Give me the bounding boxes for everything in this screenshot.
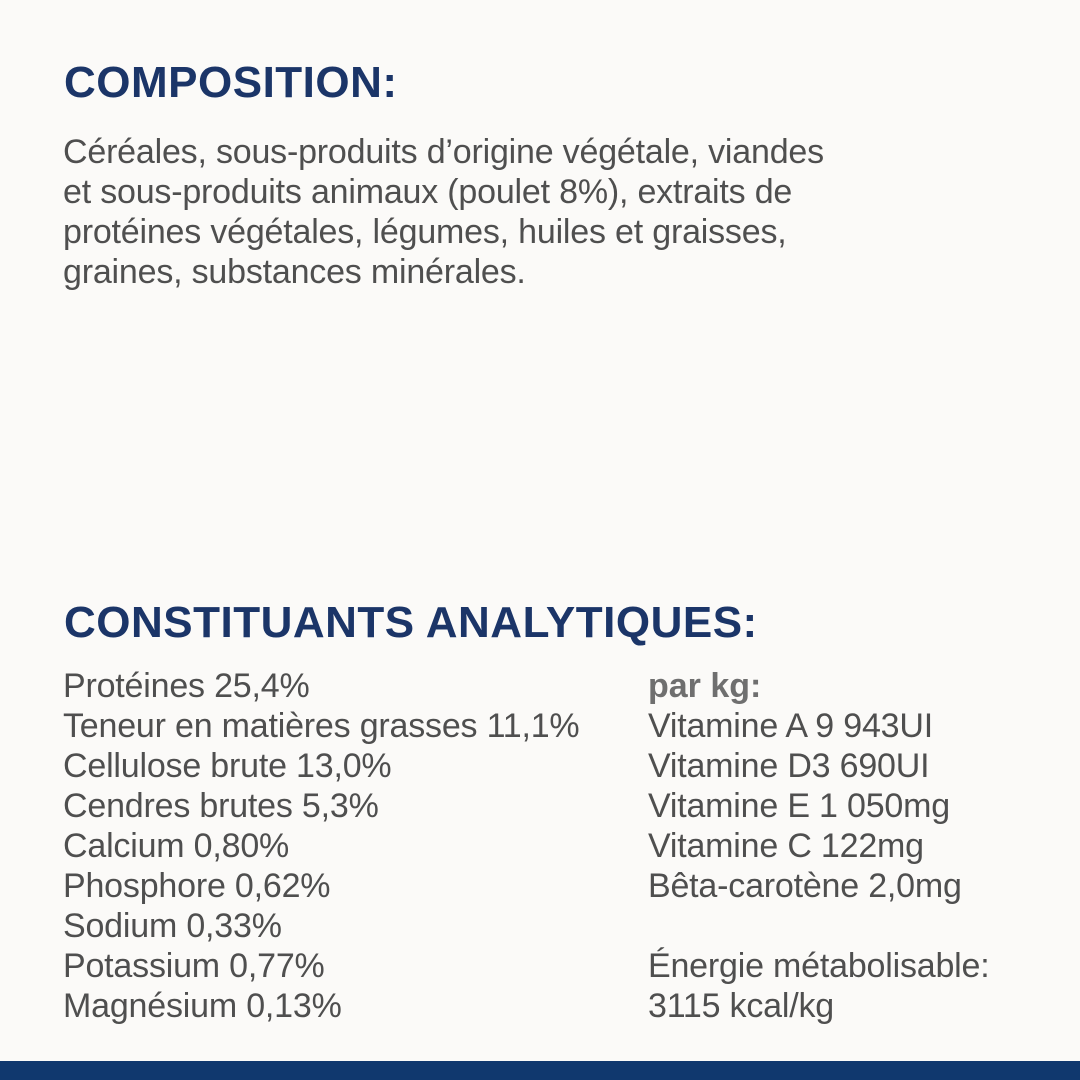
list-item: Vitamine C 122mg [648,827,924,865]
list-item: Phosphore 0,62% [63,867,331,905]
analytical-left-column: Protéines 25,4% Teneur en matières grass… [63,666,648,1026]
list-item: Protéines 25,4% [63,667,310,705]
list-item: Vitamine D3 690UI [648,747,930,785]
composition-body-line: protéines végétales, légumes, huiles et … [63,213,787,251]
energy-value: 3115 kcal/kg [648,987,834,1025]
analytical-constituents-heading: CONSTITUANTS ANALYTIQUES: [64,598,758,647]
list-item: Vitamine A 9 943UI [648,707,933,745]
composition-heading: COMPOSITION: [64,58,398,107]
analytical-constituents-table: Protéines 25,4% Teneur en matières grass… [63,666,1053,1026]
list-item: Magnésium 0,13% [63,987,342,1025]
analytical-right-column: par kg: Vitamine A 9 943UI Vitamine D3 6… [648,666,1053,1026]
bottom-accent-bar [0,1061,1080,1080]
list-item: Potassium 0,77% [63,947,325,985]
composition-body-line: graines, substances minérales. [63,253,526,291]
energy-label: Énergie métabolisable: [648,947,990,985]
composition-body-line: et sous-produits animaux (poulet 8%), ex… [63,173,793,211]
list-item: Calcium 0,80% [63,827,290,865]
list-item: Cellulose brute 13,0% [63,747,392,785]
list-item: Cendres brutes 5,3% [63,787,379,825]
composition-body: Céréales, sous-produits d’origine végéta… [63,132,1023,292]
list-item: Vitamine E 1 050mg [648,787,950,825]
list-item: Sodium 0,33% [63,907,282,945]
per-kg-label: par kg: [648,667,762,705]
composition-body-line: Céréales, sous-produits d’origine végéta… [63,133,824,171]
list-item: Bêta-carotène 2,0mg [648,867,962,905]
list-item: Teneur en matières grasses 11,1% [63,707,580,745]
